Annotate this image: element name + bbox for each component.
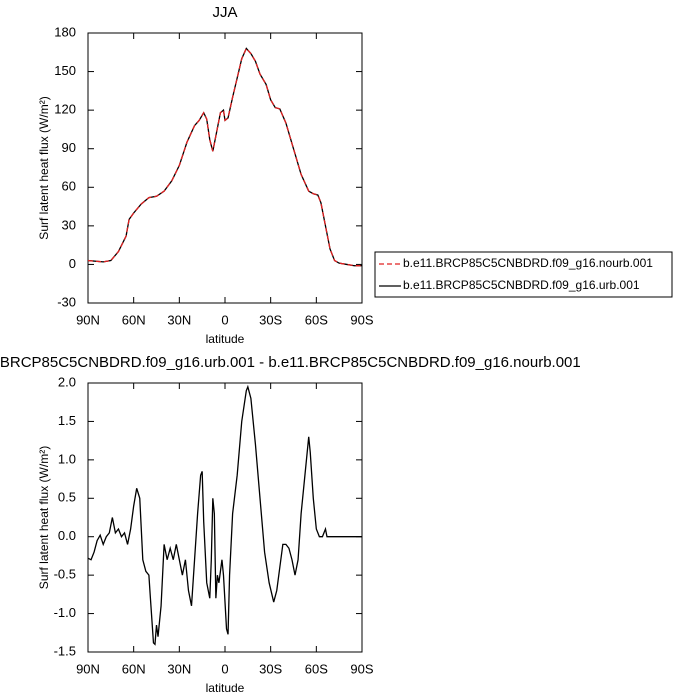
y-tick-label: 120 xyxy=(54,102,76,117)
y-tick-label: 90 xyxy=(62,140,76,155)
x-tick-label: 0 xyxy=(221,661,228,676)
x-axis-label: latitude xyxy=(206,681,245,695)
y-tick-label: 30 xyxy=(62,217,76,232)
x-tick-label: 30N xyxy=(167,661,191,676)
y-tick-label: -30 xyxy=(57,294,76,309)
y-tick-label: 0.0 xyxy=(58,528,76,543)
series-line xyxy=(87,384,362,646)
legend-box xyxy=(374,251,673,298)
y-tick-label: 0.5 xyxy=(58,490,76,505)
chart-title: JJA xyxy=(212,4,237,21)
y-tick-label: -1.5 xyxy=(54,643,76,658)
x-tick-label: 90N xyxy=(76,661,100,676)
y-tick-label: 60 xyxy=(62,179,76,194)
x-tick-label: 60N xyxy=(122,661,146,676)
y-tick-label: 1.5 xyxy=(58,413,76,428)
plot-frame xyxy=(87,32,363,304)
x-axis-label: latitude xyxy=(206,332,245,346)
series-line xyxy=(87,47,362,267)
y-tick-label: 0 xyxy=(69,256,76,271)
x-tick-label: 30N xyxy=(167,312,191,327)
x-tick-label: 60S xyxy=(305,312,328,327)
chart-title: b.e11.BRCP85C5CNBDRD.f09_g16.urb.001 - b… xyxy=(0,354,581,371)
y-tick-label: 2.0 xyxy=(58,374,76,389)
x-tick-label: 60S xyxy=(305,661,328,676)
series-line xyxy=(87,47,362,267)
y-tick-label: -1.0 xyxy=(54,605,76,620)
legend-label: b.e11.BRCP85C5CNBDRD.f09_g16.urb.001 xyxy=(403,278,640,292)
x-tick-label: 0 xyxy=(221,312,228,327)
y-tick-label: 180 xyxy=(54,24,76,39)
y-tick-label: 150 xyxy=(54,63,76,78)
x-tick-label: 60N xyxy=(122,312,146,327)
x-tick-label: 90N xyxy=(76,312,100,327)
x-tick-label: 90S xyxy=(350,661,373,676)
x-tick-label: 90S xyxy=(350,312,373,327)
x-tick-label: 30S xyxy=(259,312,282,327)
legend-label: b.e11.BRCP85C5CNBDRD.f09_g16.nourb.001 xyxy=(403,256,653,270)
y-axis-label: Surf latent heat flux (W/m²) xyxy=(37,446,51,589)
y-tick-label: -0.5 xyxy=(54,567,76,582)
y-tick-label: 1.0 xyxy=(58,451,76,466)
x-tick-label: 30S xyxy=(259,661,282,676)
y-axis-label: Surf latent heat flux (W/m²) xyxy=(37,96,51,239)
